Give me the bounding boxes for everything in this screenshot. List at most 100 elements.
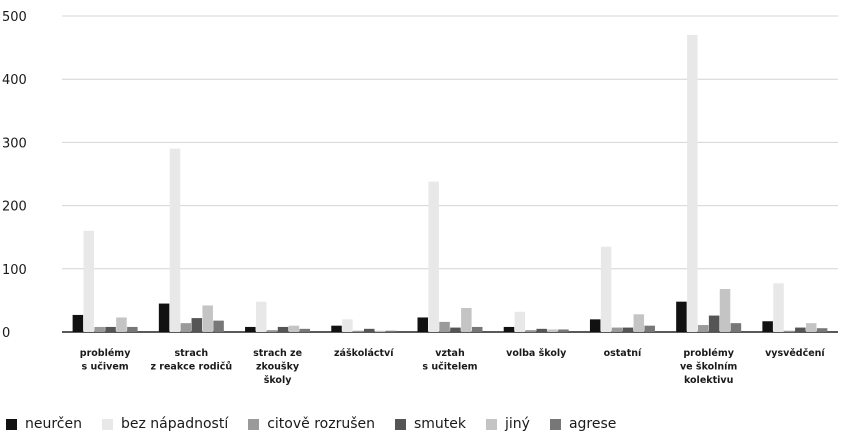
legend-label: jiný <box>505 416 530 432</box>
legend-item: jiný <box>486 416 530 432</box>
bar <box>461 307 472 332</box>
x-category-label-line: strach <box>174 348 208 359</box>
x-category-label: strach ze zkoušky školy <box>253 348 302 386</box>
bar <box>83 230 95 332</box>
bar <box>439 321 450 332</box>
y-tick-label: 500 <box>2 10 27 25</box>
bar <box>708 315 720 332</box>
bar-chart: 0 100 200 300 400 500 problémy s učivem strach z… <box>2 10 838 386</box>
x-category-label-line: problémy <box>683 348 734 359</box>
y-tick-label: 200 <box>2 200 27 215</box>
legend-swatch <box>549 418 561 430</box>
legend-swatch <box>394 418 406 430</box>
bar <box>472 326 483 332</box>
bar <box>342 319 353 332</box>
bar <box>816 328 828 332</box>
x-category-label: strach z reakce rodičů <box>150 348 232 373</box>
bar <box>633 314 645 332</box>
bar <box>795 327 806 332</box>
x-category-label: vztah s učitelem <box>422 348 477 373</box>
legend-label: citově rozrušen <box>267 416 375 432</box>
bar <box>213 320 224 332</box>
legend: neurčen bez nápadností citově rozrušen smut… <box>6 416 636 432</box>
legend-swatch <box>6 418 17 430</box>
bar <box>536 328 547 332</box>
bars <box>72 34 828 333</box>
legend-swatch <box>248 418 260 430</box>
legend-item: bez nápadností <box>102 416 228 432</box>
bar <box>730 323 742 332</box>
x-category-label-line: školy <box>264 375 293 386</box>
bar <box>805 323 817 332</box>
bar <box>697 325 709 332</box>
bar <box>762 321 773 332</box>
y-tick-label: 0 <box>2 326 10 341</box>
x-category-label-line: problémy <box>80 348 131 359</box>
bar <box>94 326 105 332</box>
bar <box>299 328 311 332</box>
bar <box>331 325 342 332</box>
gridlines <box>62 15 838 333</box>
y-tick-label: 400 <box>2 73 27 88</box>
bar <box>611 327 623 332</box>
legend-item: citově rozrušen <box>248 416 375 432</box>
legend-label: smutek <box>413 416 466 432</box>
bar <box>784 330 795 332</box>
x-category-label: vysvědčení <box>765 348 825 359</box>
x-category-label-line: ostatní <box>604 348 642 359</box>
x-category-label-line: záškoláctví <box>334 348 394 359</box>
bar <box>288 325 300 332</box>
legend-label: agrese <box>568 416 617 432</box>
bar <box>255 301 267 332</box>
legend-label: neurčen <box>25 416 82 432</box>
bar <box>525 330 537 332</box>
bar <box>428 181 439 332</box>
x-category-label-line: kolektivu <box>684 375 733 386</box>
bar <box>687 34 698 333</box>
bar <box>514 311 526 332</box>
bar <box>503 326 515 332</box>
x-category-label-line: volba školy <box>506 348 567 359</box>
y-tick-label: 100 <box>2 263 27 278</box>
bar <box>72 314 84 332</box>
x-category-label-line: ve školním <box>680 362 737 373</box>
x-category-label: záškoláctví <box>334 348 394 359</box>
bar <box>676 301 687 332</box>
x-category-label-line: vztah <box>435 348 465 359</box>
bar <box>245 326 256 332</box>
bar <box>105 326 116 332</box>
legend-item: agrese <box>549 416 617 432</box>
bar <box>277 326 289 332</box>
x-category-label-line: vysvědčení <box>765 348 825 359</box>
y-tick-label: 300 <box>2 136 27 151</box>
x-category-label-line: s učivem <box>82 362 129 373</box>
bar <box>558 329 569 332</box>
x-category-label-line: z reakce rodičů <box>150 362 232 373</box>
x-category-label: volba školy <box>506 348 567 359</box>
legend-item: smutek <box>394 416 466 432</box>
legend-swatch <box>486 418 497 430</box>
bar <box>622 327 634 332</box>
bar <box>169 148 181 332</box>
bar <box>353 330 364 332</box>
bar <box>547 329 558 332</box>
bar <box>374 330 386 332</box>
x-category-label-line: strach ze <box>253 348 302 359</box>
bar <box>600 246 612 332</box>
bar <box>644 325 655 332</box>
bar <box>127 326 138 332</box>
legend-label: bez nápadností <box>121 416 229 432</box>
x-category-label: problémy s učivem <box>80 348 131 373</box>
bar <box>116 317 127 332</box>
bar <box>589 319 601 332</box>
bar <box>417 317 428 332</box>
legend-item: neurčen <box>6 416 82 432</box>
bar <box>719 289 731 332</box>
legend-swatch <box>102 418 113 430</box>
x-category-label-line: zkoušky <box>256 362 300 373</box>
x-category-label-line: s učitelem <box>422 362 477 373</box>
y-axis-ticks: 0 100 200 300 400 500 <box>2 10 27 341</box>
x-category-label: ostatní <box>604 348 642 359</box>
bar <box>158 303 170 332</box>
